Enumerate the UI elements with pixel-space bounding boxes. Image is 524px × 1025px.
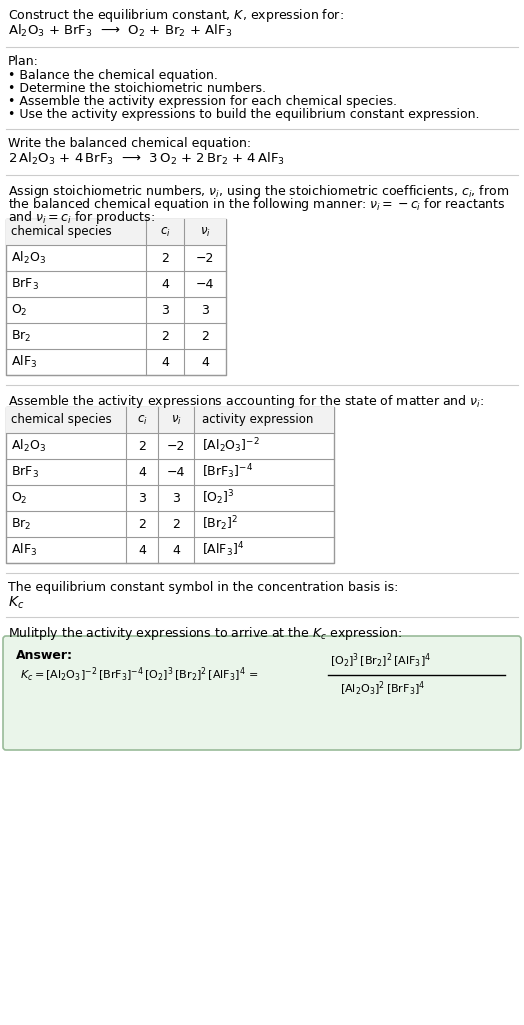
- Text: chemical species: chemical species: [11, 226, 112, 239]
- Text: Assign stoichiometric numbers, $\nu_i$, using the stoichiometric coefficients, $: Assign stoichiometric numbers, $\nu_i$, …: [8, 183, 509, 200]
- Text: Mulitply the activity expressions to arrive at the $K_c$ expression:: Mulitply the activity expressions to arr…: [8, 625, 402, 642]
- Text: $K_c$: $K_c$: [8, 594, 24, 611]
- Text: $\mathrm{AlF_3}$: $\mathrm{AlF_3}$: [11, 354, 37, 370]
- Text: $\mathrm{BrF_3}$: $\mathrm{BrF_3}$: [11, 277, 39, 291]
- Text: 2: 2: [161, 329, 169, 342]
- Text: −4: −4: [167, 465, 185, 479]
- Text: $[\mathrm{AlF_3}]^4$: $[\mathrm{AlF_3}]^4$: [202, 540, 244, 560]
- Text: 2: 2: [138, 440, 146, 452]
- Text: 4: 4: [172, 543, 180, 557]
- Text: $\mathrm{BrF_3}$: $\mathrm{BrF_3}$: [11, 464, 39, 480]
- Text: Plan:: Plan:: [8, 55, 39, 68]
- Text: 3: 3: [172, 492, 180, 504]
- Text: 3: 3: [138, 492, 146, 504]
- Text: $\mathrm{O_2}$: $\mathrm{O_2}$: [11, 302, 28, 318]
- Text: $[\mathrm{Al_2O_3}]^2\,[\mathrm{BrF_3}]^4$: $[\mathrm{Al_2O_3}]^2\,[\mathrm{BrF_3}]^…: [340, 680, 425, 698]
- Text: 2: 2: [138, 518, 146, 531]
- Bar: [6, 407, 334, 563]
- Text: $[\mathrm{O_2}]^3$: $[\mathrm{O_2}]^3$: [202, 489, 235, 507]
- Text: $\nu_i$: $\nu_i$: [200, 226, 211, 239]
- Text: −2: −2: [167, 440, 185, 452]
- Text: • Determine the stoichiometric numbers.: • Determine the stoichiometric numbers.: [8, 82, 266, 95]
- Text: $[\mathrm{BrF_3}]^{-4}$: $[\mathrm{BrF_3}]^{-4}$: [202, 462, 253, 482]
- Bar: [6, 407, 334, 433]
- Text: $c_i$: $c_i$: [137, 413, 147, 426]
- Text: The equilibrium constant symbol in the concentration basis is:: The equilibrium constant symbol in the c…: [8, 581, 398, 594]
- Text: the balanced chemical equation in the following manner: $\nu_i = -c_i$ for react: the balanced chemical equation in the fo…: [8, 196, 506, 213]
- Bar: [6, 219, 226, 245]
- Text: Answer:: Answer:: [16, 649, 73, 662]
- Text: 3: 3: [161, 303, 169, 317]
- Text: −2: −2: [196, 251, 214, 264]
- Text: 3: 3: [201, 303, 209, 317]
- Text: and $\nu_i = c_i$ for products:: and $\nu_i = c_i$ for products:: [8, 209, 155, 226]
- Text: $K_c = [\mathrm{Al_2O_3}]^{-2}\,[\mathrm{BrF_3}]^{-4}\,[\mathrm{O_2}]^3\,[\mathr: $K_c = [\mathrm{Al_2O_3}]^{-2}\,[\mathrm…: [20, 666, 258, 685]
- Text: $c_i$: $c_i$: [160, 226, 170, 239]
- Text: $2\,\mathrm{Al_2O_3}$ + $4\,\mathrm{BrF_3}$  ⟶  $3\,\mathrm{O_2}$ + $2\,\mathrm{: $2\,\mathrm{Al_2O_3}$ + $4\,\mathrm{BrF_…: [8, 151, 285, 167]
- Text: • Assemble the activity expression for each chemical species.: • Assemble the activity expression for e…: [8, 95, 397, 108]
- Text: chemical species: chemical species: [11, 413, 112, 426]
- Text: $\mathrm{O_2}$: $\mathrm{O_2}$: [11, 490, 28, 505]
- Text: Construct the equilibrium constant, $K$, expression for:: Construct the equilibrium constant, $K$,…: [8, 7, 344, 24]
- Text: 2: 2: [172, 518, 180, 531]
- Text: Write the balanced chemical equation:: Write the balanced chemical equation:: [8, 137, 251, 150]
- Text: 4: 4: [201, 356, 209, 369]
- Text: 2: 2: [201, 329, 209, 342]
- Text: Assemble the activity expressions accounting for the state of matter and $\nu_i$: Assemble the activity expressions accoun…: [8, 393, 484, 410]
- Text: 4: 4: [161, 356, 169, 369]
- Text: 4: 4: [138, 543, 146, 557]
- Text: $[\mathrm{Al_2O_3}]^{-2}$: $[\mathrm{Al_2O_3}]^{-2}$: [202, 437, 260, 455]
- Text: 4: 4: [138, 465, 146, 479]
- Text: −4: −4: [196, 278, 214, 290]
- Text: • Balance the chemical equation.: • Balance the chemical equation.: [8, 69, 218, 82]
- Bar: [6, 219, 226, 375]
- Text: $[\mathrm{O_2}]^3\,[\mathrm{Br_2}]^2\,[\mathrm{AlF_3}]^4$: $[\mathrm{O_2}]^3\,[\mathrm{Br_2}]^2\,[\…: [330, 652, 431, 670]
- Text: $\mathrm{AlF_3}$: $\mathrm{AlF_3}$: [11, 542, 37, 558]
- Text: • Use the activity expressions to build the equilibrium constant expression.: • Use the activity expressions to build …: [8, 108, 479, 121]
- Text: 4: 4: [161, 278, 169, 290]
- Text: $\mathrm{Al_2O_3}$: $\mathrm{Al_2O_3}$: [11, 438, 46, 454]
- Text: $\mathrm{Al_2O_3}$ + $\mathrm{BrF_3}$  ⟶  $\mathrm{O_2}$ + $\mathrm{Br_2}$ + $\m: $\mathrm{Al_2O_3}$ + $\mathrm{BrF_3}$ ⟶ …: [8, 23, 232, 39]
- Text: $\mathrm{Br_2}$: $\mathrm{Br_2}$: [11, 517, 31, 532]
- Text: $\nu_i$: $\nu_i$: [171, 413, 181, 426]
- FancyBboxPatch shape: [3, 636, 521, 750]
- Text: $\mathrm{Al_2O_3}$: $\mathrm{Al_2O_3}$: [11, 250, 46, 266]
- Text: 2: 2: [161, 251, 169, 264]
- Text: activity expression: activity expression: [202, 413, 313, 426]
- Text: $\mathrm{Br_2}$: $\mathrm{Br_2}$: [11, 328, 31, 343]
- Text: $[\mathrm{Br_2}]^2$: $[\mathrm{Br_2}]^2$: [202, 515, 238, 533]
